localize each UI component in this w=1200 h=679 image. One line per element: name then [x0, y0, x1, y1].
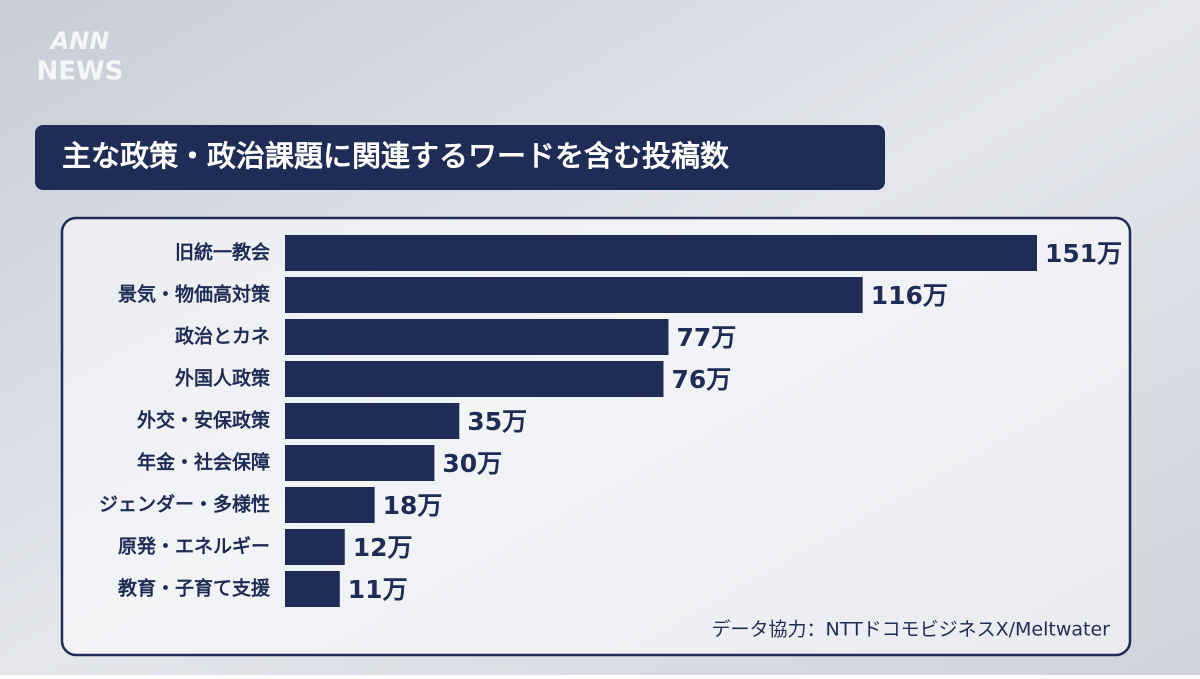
- title-banner: [35, 125, 885, 190]
- category-label: 景気・物価高対策: [118, 283, 271, 306]
- logo-bottom: NEWS: [37, 57, 124, 87]
- value-label: 77万: [676, 323, 736, 352]
- bar: [285, 571, 340, 607]
- value-label: 151万: [1045, 239, 1122, 268]
- bar: [285, 529, 345, 565]
- chart-title: 主な政策・政治課題に関連するワードを含む投稿数: [62, 139, 730, 173]
- source-note: データ協力：NTTドコモビジネスX/Meltwater: [712, 619, 1111, 641]
- category-label: 教育・子育て支援: [118, 577, 271, 600]
- bar: [285, 319, 669, 355]
- value-label: 30万: [442, 449, 502, 478]
- value-label: 18万: [383, 491, 443, 520]
- bar: [285, 445, 435, 481]
- bar: [285, 277, 863, 313]
- bar: [285, 235, 1037, 271]
- category-label: 原発・エネルギー: [118, 535, 270, 558]
- category-label: 旧統一教会: [175, 241, 270, 264]
- category-label: 年金・社会保障: [137, 451, 270, 474]
- value-label: 35万: [467, 407, 527, 436]
- bar: [285, 487, 375, 523]
- value-label: 76万: [671, 365, 731, 394]
- value-label: 12万: [353, 533, 413, 562]
- value-label: 116万: [871, 281, 948, 310]
- bar: [285, 361, 664, 397]
- value-label: 11万: [348, 575, 408, 604]
- category-label: 政治とカネ: [175, 325, 270, 348]
- category-label: 外交・安保政策: [137, 409, 271, 432]
- bar: [285, 403, 460, 439]
- category-label: 外国人政策: [175, 367, 271, 390]
- logo-top: ANN: [49, 27, 110, 55]
- category-label: ジェンダー・多様性: [99, 493, 270, 516]
